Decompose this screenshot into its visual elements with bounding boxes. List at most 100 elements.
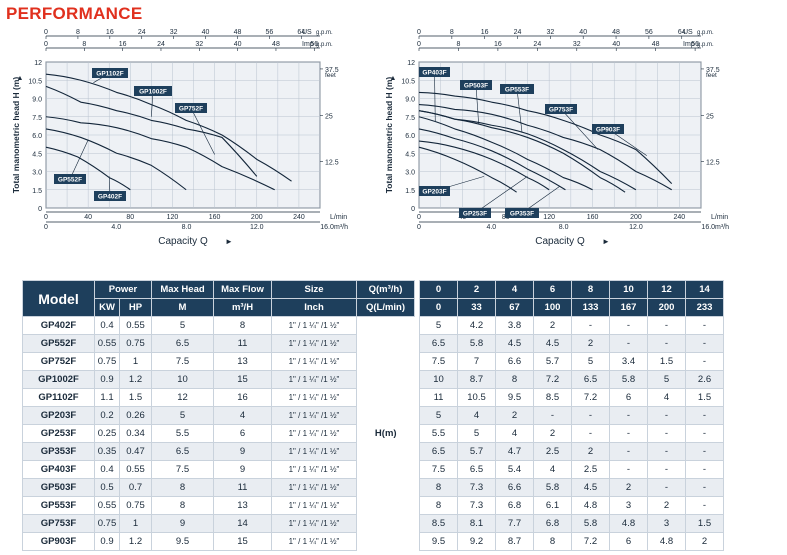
up-arrow-icon: ▲ bbox=[17, 75, 24, 82]
curve-gp903f bbox=[418, 91, 673, 185]
us-tick-label: 16 bbox=[106, 29, 114, 36]
model-cell: GP553F bbox=[22, 496, 95, 515]
lmin-tick-label: 0 bbox=[417, 214, 421, 221]
curve-label-box bbox=[592, 124, 624, 134]
head-value-cell: 4 bbox=[647, 388, 686, 407]
head-value-cell: 6.6 bbox=[495, 352, 534, 371]
curve-label: GP1102F bbox=[96, 71, 123, 78]
head-value-cell: 7.5 bbox=[419, 352, 458, 371]
lmin-unit-label: L/min bbox=[711, 214, 728, 221]
m3h-tick-label: 16.0 bbox=[701, 224, 715, 231]
max-flow-cell: 9 bbox=[213, 442, 272, 461]
imp-tick-label: 32 bbox=[573, 41, 581, 48]
max-flow-cell: 9 bbox=[213, 460, 272, 479]
size-cell: 1" / 1 ¼" /1 ½" bbox=[271, 370, 357, 389]
curve-leader bbox=[475, 84, 479, 125]
head-value-cell: 3.4 bbox=[609, 352, 648, 371]
head-value-cell: 8 bbox=[419, 478, 458, 497]
lmin-tick-label: 160 bbox=[209, 214, 221, 221]
imp-tick-label: 8 bbox=[456, 41, 460, 48]
imp-tick-label: 24 bbox=[157, 41, 165, 48]
m3h-tick-label: 16.0 bbox=[320, 224, 334, 231]
head-value-cell: - bbox=[647, 424, 686, 443]
h-tick-label: 4.5 bbox=[405, 151, 415, 158]
head-value-cell: 1.5 bbox=[685, 388, 724, 407]
q-m3h-value: 8 bbox=[571, 280, 610, 299]
head-value-cell: 6 bbox=[609, 388, 648, 407]
head-value-cell: 2.5 bbox=[533, 442, 572, 461]
imp-tick-label: 48 bbox=[272, 41, 280, 48]
imp-tick-label: 32 bbox=[195, 41, 203, 48]
table-row: GP903F 0.9 1.2 9.5 15 1" / 1 ¼" /1 ½" 9.5 9.2 8.… bbox=[22, 532, 724, 551]
model-cell: GP1102F bbox=[22, 388, 95, 407]
head-value-cell: 6.1 bbox=[533, 496, 572, 515]
head-value-cell: 6.5 bbox=[571, 370, 610, 389]
head-value-cell: 5.8 bbox=[571, 514, 610, 533]
head-value-cell: 2 bbox=[533, 424, 572, 443]
up-arrow-icon: ▲ bbox=[390, 75, 397, 82]
head-value-cell: 5.7 bbox=[533, 352, 572, 371]
table-row: GP503F 0.5 0.7 8 11 1" / 1 ¼" /1 ½" 8 7.3 6.6 5.8… bbox=[22, 478, 724, 497]
head-value-cell: 7.7 bbox=[495, 514, 534, 533]
head-value-cell: 8.7 bbox=[457, 370, 496, 389]
head-value-cell: 3.8 bbox=[495, 316, 534, 335]
max-flow-cell: 6 bbox=[213, 424, 272, 443]
head-value-cell: 8.1 bbox=[457, 514, 496, 533]
head-value-cell: 8 bbox=[533, 532, 572, 551]
size-cell: 1" / 1 ¼" /1 ½" bbox=[271, 442, 357, 461]
q-m3h-value: 0 bbox=[419, 280, 458, 299]
head-value-cell: 5 bbox=[419, 316, 458, 335]
max-head-cell: 12 bbox=[151, 388, 214, 407]
us-tick-label: 40 bbox=[202, 29, 210, 36]
head-value-cell: 9.2 bbox=[457, 532, 496, 551]
lmin-tick-label: 80 bbox=[126, 214, 134, 221]
model-cell: GP753F bbox=[22, 514, 95, 533]
head-value-cell: 2 bbox=[609, 478, 648, 497]
m3h-tick-label: 4.0 bbox=[111, 224, 121, 231]
performance-chart-right: 01.53.04.56.07.59.010.51212.52537.550fee… bbox=[384, 29, 729, 247]
h-tick-label: 12 bbox=[407, 60, 415, 67]
model-cell: GP253F bbox=[22, 424, 95, 443]
m3h-tick-label: 8.0 bbox=[182, 224, 192, 231]
head-value-cell: 6 bbox=[609, 532, 648, 551]
m3h-unit-label: m³/h bbox=[715, 224, 729, 231]
feet-tick-label: 37.5 bbox=[706, 67, 720, 74]
head-value-cell: 3 bbox=[647, 514, 686, 533]
max-flow-cell: 14 bbox=[213, 514, 272, 533]
us-tick-label: 40 bbox=[579, 29, 587, 36]
feet-tick-label: 12.5 bbox=[325, 160, 339, 167]
hp-cell: 0.55 bbox=[119, 316, 152, 335]
q-m3h-value: 14 bbox=[685, 280, 724, 299]
head-value-cell: 6.5 bbox=[457, 460, 496, 479]
q-lmin-value: 100 bbox=[533, 298, 572, 317]
curve-gp553f bbox=[418, 110, 637, 191]
curve-gp402f bbox=[45, 146, 131, 191]
max-head-cell: 10 bbox=[151, 370, 214, 389]
h-tick-label: 3.0 bbox=[32, 170, 42, 177]
imp-tick-label: 0 bbox=[44, 41, 48, 48]
head-value-cell: - bbox=[685, 478, 724, 497]
q-m3h-header: Q(m³/h) bbox=[356, 280, 415, 299]
us-tick-label: 48 bbox=[612, 29, 620, 36]
q-lmin-value: 33 bbox=[457, 298, 496, 317]
max-flow-cell: 11 bbox=[213, 334, 272, 353]
table-row: GP203F 0.2 0.26 5 4 1" / 1 ¼" /1 ½" 5 4 2- - - - - bbox=[22, 406, 724, 425]
head-value-cell: 5.5 bbox=[419, 424, 458, 443]
head-value-cell: - bbox=[685, 460, 724, 479]
head-value-cell: - bbox=[609, 334, 648, 353]
head-value-cell: - bbox=[609, 442, 648, 461]
model-cell: GP402F bbox=[22, 316, 95, 335]
kw-cell: 0.75 bbox=[94, 514, 120, 533]
us-tick-label: 24 bbox=[514, 29, 522, 36]
max-flow-header: Max Flow bbox=[213, 280, 272, 299]
hp-cell: 1.5 bbox=[119, 388, 152, 407]
performance-table: Model Power Max Head Max Flow Size Q(m³/… bbox=[22, 280, 724, 551]
size-cell: 1" / 1 ¼" /1 ½" bbox=[271, 514, 357, 533]
lmin-tick-label: 200 bbox=[630, 214, 642, 221]
x-axis-label: Capacity Q bbox=[158, 236, 208, 247]
kw-cell: 0.2 bbox=[94, 406, 120, 425]
curve-label: GP903F bbox=[596, 127, 620, 134]
head-value-cell: - bbox=[685, 424, 724, 443]
head-value-cell: 2 bbox=[533, 316, 572, 335]
curve-label-box bbox=[175, 103, 207, 113]
